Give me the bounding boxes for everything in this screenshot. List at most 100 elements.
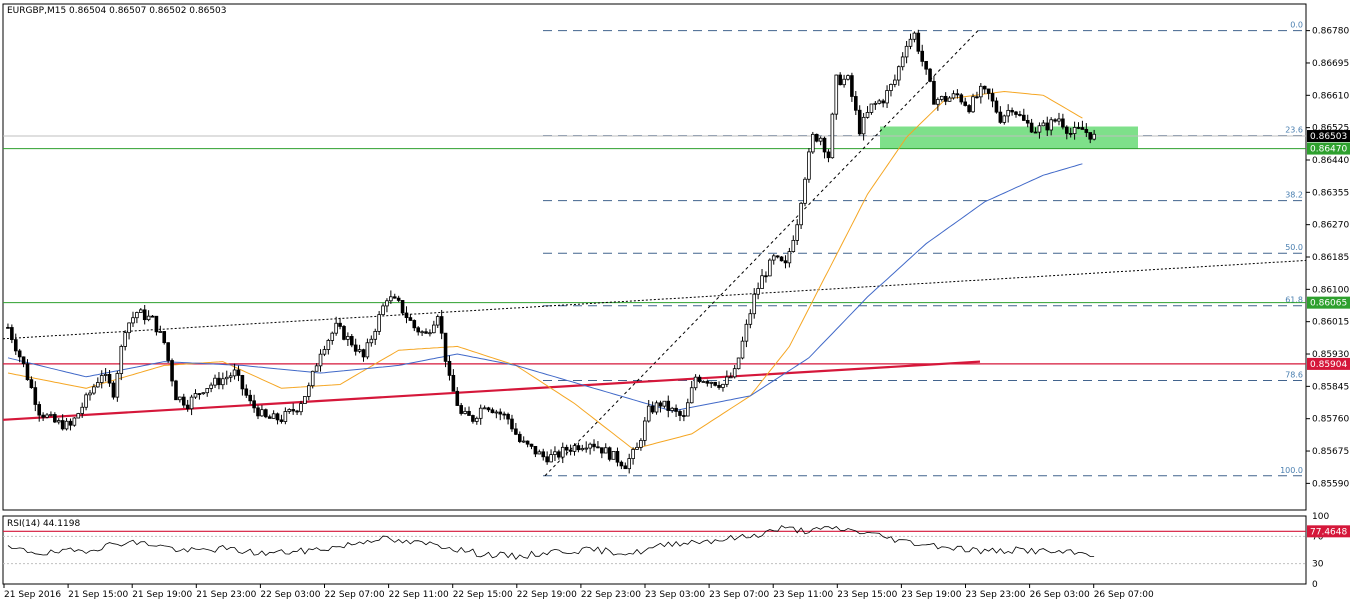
- candle-body: [557, 451, 561, 458]
- candle-body: [146, 315, 151, 321]
- price-tag-label: 0.86503: [1310, 132, 1347, 142]
- time-label: 23 Sep 07:00: [709, 590, 769, 600]
- candle-body: [299, 403, 303, 413]
- candle-body: [428, 332, 432, 335]
- rsi-tick-label: 100: [1312, 512, 1329, 522]
- time-label: 21 Sep 19:00: [132, 590, 192, 600]
- candle-body: [283, 411, 288, 422]
- candle-body: [162, 331, 167, 344]
- candle-body: [432, 324, 436, 334]
- candle-body: [205, 388, 210, 394]
- candle-body: [873, 102, 878, 105]
- candle-body: [29, 379, 34, 389]
- candle-body: [49, 414, 53, 416]
- price-tick-label: 0.86695: [1312, 59, 1349, 69]
- candle-body: [635, 446, 639, 450]
- candle-body: [228, 375, 233, 378]
- candle-body: [330, 332, 335, 341]
- candle-body: [264, 409, 268, 418]
- candle-body: [178, 396, 182, 401]
- candle-body: [451, 374, 456, 392]
- candle-body: [99, 375, 104, 383]
- candle-body: [353, 344, 358, 352]
- candle-body: [627, 458, 631, 470]
- candle-body: [928, 68, 932, 82]
- candle-body: [1076, 127, 1081, 129]
- candle-body: [900, 56, 905, 68]
- price-tick-label: 0.86440: [1312, 156, 1349, 166]
- candle-body: [1037, 125, 1042, 133]
- candle-body: [1088, 132, 1093, 140]
- candle-body: [959, 94, 964, 103]
- candle-body: [142, 309, 147, 321]
- candle-body: [1033, 131, 1038, 134]
- candle-body: [658, 402, 663, 407]
- candle-body: [967, 105, 971, 113]
- candle-body: [279, 419, 284, 422]
- candle-body: [1002, 115, 1007, 123]
- time-label: 22 Sep 11:00: [389, 590, 449, 600]
- candle-body: [369, 338, 374, 344]
- candle-body: [443, 332, 448, 362]
- candle-body: [682, 415, 686, 417]
- candle-body: [1022, 114, 1026, 121]
- candle-body: [603, 447, 608, 454]
- candle-body: [213, 377, 217, 386]
- candle-body: [670, 407, 674, 411]
- candle-body: [580, 448, 585, 451]
- candle-body: [1010, 109, 1014, 113]
- candle-body: [1025, 120, 1030, 124]
- candle-body: [768, 259, 772, 277]
- candle-body: [107, 373, 112, 384]
- time-label: 23 Sep 03:00: [645, 590, 705, 600]
- candle-body: [713, 381, 717, 386]
- candle-body: [56, 420, 61, 423]
- candle-body: [791, 239, 796, 252]
- candle-body: [41, 414, 45, 418]
- candle-body: [25, 363, 30, 381]
- time-label: 22 Sep 23:00: [581, 590, 641, 600]
- candle-body: [846, 75, 850, 80]
- ma-slow-line: [7, 163, 1083, 412]
- time-label: 23 Sep 15:00: [837, 590, 897, 600]
- candle-body: [920, 50, 925, 62]
- candle-body: [287, 409, 292, 412]
- main-frame: [2, 3, 1307, 511]
- time-label: 22 Sep 07:00: [325, 590, 385, 600]
- price-tick-label: 0.86270: [1312, 221, 1349, 231]
- candle-body: [76, 413, 81, 419]
- fib-level-label: 50.0: [1285, 243, 1303, 252]
- fib-level-label: 0.0: [1290, 21, 1303, 30]
- candle-body: [795, 224, 799, 241]
- candle-body: [764, 275, 768, 278]
- candle-body: [1053, 119, 1057, 122]
- candle-body: [111, 382, 116, 398]
- candle-body: [275, 413, 280, 421]
- time-label: 22 Sep 03:00: [260, 590, 320, 600]
- candle-body: [248, 394, 252, 402]
- candle-body: [471, 415, 475, 422]
- candle-body: [975, 96, 979, 99]
- candle-body: [1006, 109, 1010, 117]
- candle-body: [654, 402, 659, 413]
- candle-body: [416, 327, 421, 333]
- candle-body: [643, 420, 647, 441]
- candle-body: [150, 315, 155, 318]
- time-label: 21 Sep 15:00: [68, 590, 128, 600]
- candle-body: [807, 151, 811, 180]
- candle-body: [381, 305, 385, 316]
- candle-body: [154, 315, 159, 333]
- candle-body: [662, 400, 667, 407]
- rising-trendline: [2, 360, 981, 421]
- candle-body: [514, 428, 518, 435]
- candle-body: [717, 384, 721, 388]
- candle-body: [674, 407, 678, 412]
- fib-anchor-line: [544, 30, 979, 477]
- rsi-panel: 100 70 30 0 77.4648: [3, 512, 1350, 590]
- price-tags-layer: 0.86503 0.86470 0.86065 0.85904: [1307, 130, 1350, 370]
- candle-body: [435, 316, 440, 326]
- candle-body: [951, 93, 956, 99]
- candle-body: [1072, 127, 1077, 134]
- candle-body: [392, 296, 397, 299]
- candle-body: [267, 416, 272, 419]
